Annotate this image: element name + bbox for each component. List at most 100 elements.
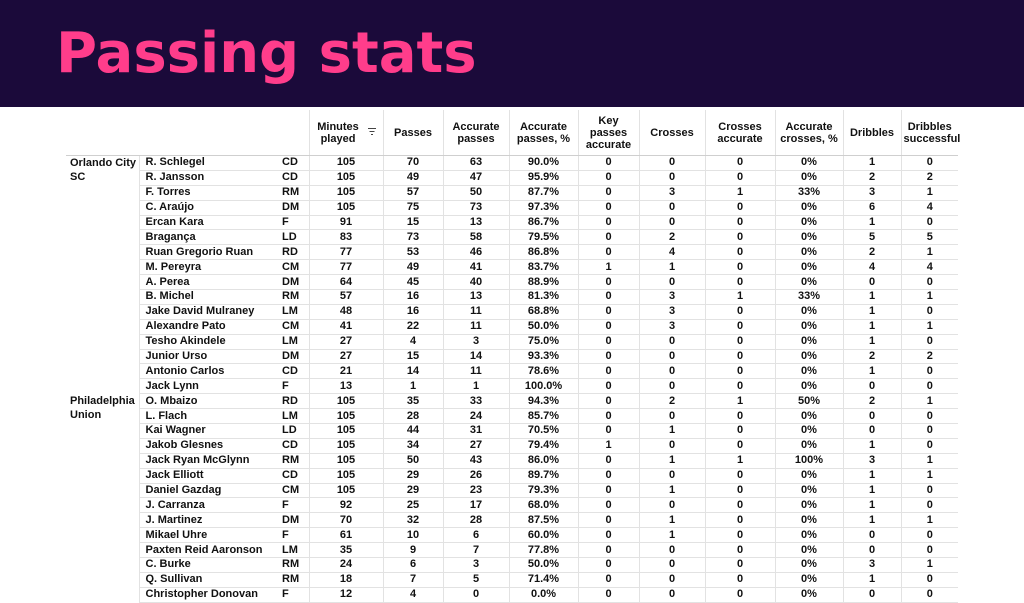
table-row: C. Burke RM 24 6 3 50.0% 0 0 0 0% 3 1 (66, 557, 958, 573)
table-row: J. Martinez DM 70 32 28 87.5% 0 1 0 0% 1 1 (66, 512, 958, 529)
player-name-cell: Ercan Kara (138, 215, 276, 231)
player-name-cell: Daniel Gazdag (138, 483, 276, 499)
position-cell: DM (276, 512, 309, 529)
accurate-passes-pct-cell: 83.7% (508, 259, 578, 276)
player-name-cell: Jakob Glesnes (138, 438, 276, 454)
player-name-cell: Christopher Donovan (138, 587, 276, 603)
crosses-cell: 1 (638, 512, 705, 529)
key-passes-cell: 0 (577, 229, 639, 246)
header-dribbles-successful[interactable]: Dribbles successful (900, 110, 960, 156)
player-name-cell: M. Pereyra (138, 259, 276, 276)
header-accurate-passes[interactable]: Accurate passes (442, 110, 509, 156)
player-name-cell: Antonio Carlos (138, 363, 276, 380)
crosses-accurate-cell: 1 (704, 289, 775, 305)
position-cell: RD (276, 393, 309, 410)
minutes-played-cell: 105 (308, 468, 383, 484)
player-name-cell: B. Michel (138, 289, 276, 305)
position-cell: CM (276, 259, 309, 276)
header-minutes-label: Minutes played (317, 120, 359, 145)
dribbles-cell: 0 (842, 587, 901, 603)
player-name-cell: Jake David Mulraney (138, 304, 276, 320)
passes-cell: 1 (382, 378, 443, 395)
accurate-crosses-pct-cell: 0% (774, 304, 843, 320)
crosses-cell: 0 (638, 572, 705, 588)
dribbles-cell: 2 (842, 244, 901, 261)
player-name-cell: Jack Ryan McGlynn (138, 453, 276, 469)
accurate-passes-cell: 46 (442, 244, 509, 261)
header-crosses[interactable]: Crosses (638, 110, 705, 156)
table-row: Orlando City SC R. Schlegel CD 105 70 63 90.0%… (66, 155, 958, 183)
accurate-passes-cell: 47 (442, 170, 509, 186)
table-header-row: Minutes played Passes Accurate passes Ac… (66, 110, 960, 156)
key-passes-cell: 0 (577, 408, 639, 425)
header-minutes-played[interactable]: Minutes played (308, 110, 383, 156)
crosses-accurate-cell: 0 (704, 304, 775, 320)
position-cell: LM (276, 304, 309, 320)
position-cell: LD (276, 423, 309, 439)
page-title: Passing stats (56, 21, 477, 86)
passes-cell: 16 (382, 289, 443, 305)
accurate-passes-pct-cell: 60.0% (508, 527, 578, 544)
passes-cell: 25 (382, 497, 443, 514)
accurate-passes-cell: 27 (442, 438, 509, 454)
dribbles-cell: 1 (842, 215, 901, 231)
player-name-cell: Ruan Gregorio Ruan (138, 244, 276, 261)
team-name-cell: Philadelphia Union (70, 394, 135, 421)
crosses-cell: 0 (638, 468, 705, 484)
accurate-crosses-pct-cell: 0% (774, 349, 843, 365)
key-passes-cell: 0 (577, 453, 639, 469)
accurate-passes-cell: 63 (442, 155, 509, 171)
passes-cell: 32 (382, 512, 443, 529)
header-crosses-accurate[interactable]: Crosses accurate (704, 110, 775, 156)
player-name-cell: Jack Lynn (138, 378, 276, 395)
accurate-passes-pct-cell: 86.0% (508, 453, 578, 469)
header-dribbles[interactable]: Dribbles (842, 110, 901, 156)
header-accurate-crosses-pct[interactable]: Accurate crosses, % (774, 110, 843, 156)
dribbles-successful-cell: 0 (900, 304, 958, 320)
key-passes-cell: 0 (577, 334, 639, 350)
key-passes-cell: 0 (577, 557, 639, 573)
key-passes-cell: 0 (577, 423, 639, 439)
player-name-cell: Bragança (138, 229, 276, 246)
minutes-played-cell: 83 (308, 229, 383, 246)
crosses-cell: 3 (638, 289, 705, 305)
header-passes[interactable]: Passes (382, 110, 443, 156)
accurate-passes-pct-cell: 79.4% (508, 438, 578, 454)
accurate-crosses-pct-cell: 0% (774, 587, 843, 603)
dribbles-successful-cell: 0 (900, 527, 958, 544)
key-passes-cell: 0 (577, 378, 639, 395)
sort-descending-icon[interactable] (367, 127, 377, 139)
accurate-crosses-pct-cell: 0% (774, 572, 843, 588)
passes-cell: 75 (382, 200, 443, 216)
key-passes-cell: 0 (577, 200, 639, 216)
header-key-passes[interactable]: Key passes accurate (577, 110, 639, 156)
table-row: Paxten Reid Aaronson LM 35 9 7 77.8% 0 0 0 0% 0 0 (66, 542, 958, 559)
dribbles-cell: 2 (842, 170, 901, 186)
minutes-played-cell: 18 (308, 572, 383, 588)
accurate-passes-pct-cell: 87.5% (508, 512, 578, 529)
dribbles-successful-cell: 1 (900, 289, 958, 305)
accurate-passes-pct-cell: 68.8% (508, 304, 578, 320)
passes-cell: 28 (382, 408, 443, 425)
accurate-passes-pct-cell: 79.3% (508, 483, 578, 499)
accurate-crosses-pct-cell: 50% (774, 393, 843, 410)
crosses-cell: 1 (638, 423, 705, 439)
accurate-crosses-pct-cell: 0% (774, 542, 843, 559)
player-name-cell: Alexandre Pato (138, 319, 276, 335)
crosses-cell: 0 (638, 170, 705, 186)
accurate-passes-pct-cell: 90.0% (508, 155, 578, 171)
accurate-crosses-pct-cell: 0% (774, 229, 843, 246)
dribbles-cell: 1 (842, 497, 901, 514)
crosses-cell: 0 (638, 587, 705, 603)
table-row: Jakob Glesnes CD 105 34 27 79.4% 1 0 0 0% 1 0 (66, 438, 958, 454)
passes-cell: 49 (382, 259, 443, 276)
position-cell: RD (276, 244, 309, 261)
table-row: Daniel Gazdag CM 105 29 23 79.3% 0 1 0 0% 1 0 (66, 483, 958, 499)
accurate-passes-pct-cell: 95.9% (508, 170, 578, 186)
header-accurate-passes-pct[interactable]: Accurate passes, % (508, 110, 578, 156)
accurate-passes-cell: 14 (442, 349, 509, 365)
passes-cell: 29 (382, 483, 443, 499)
passes-cell: 15 (382, 349, 443, 365)
table-row: J. Carranza F 92 25 17 68.0% 0 0 0 0% 1 0 (66, 497, 958, 514)
crosses-cell: 0 (638, 408, 705, 425)
